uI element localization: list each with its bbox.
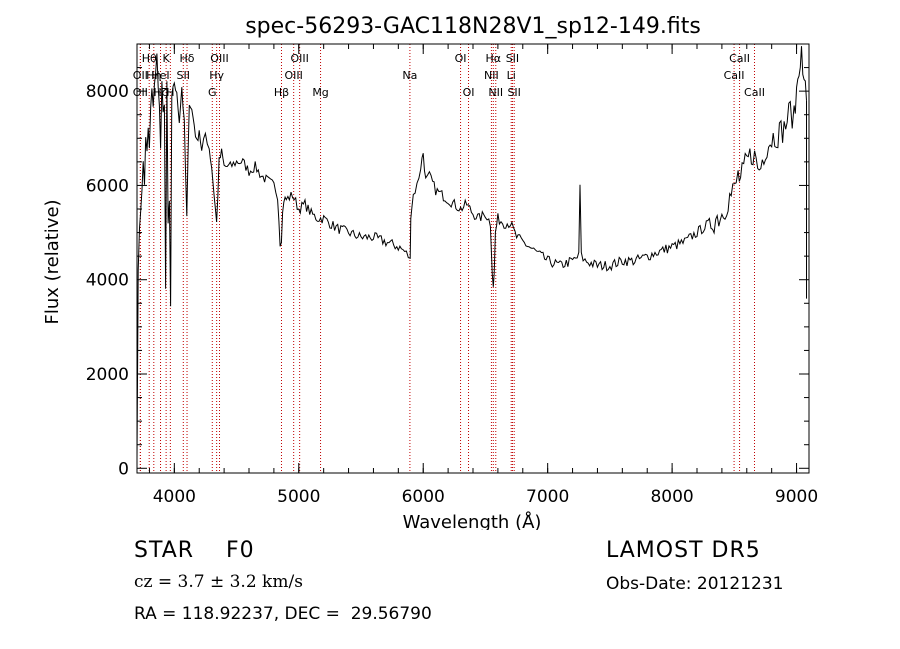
line-label: Hδ [180, 52, 195, 65]
line-label: Na [402, 69, 417, 82]
y-tick-label: 0 [118, 459, 129, 479]
x-tick-label: 7000 [526, 487, 569, 507]
spectrum-series [136, 46, 808, 459]
y-axis-label: Flux (relative) [42, 199, 63, 324]
object-type-label: STAR F0 [134, 538, 255, 563]
line-label: NII [488, 86, 503, 99]
redshift-label: cz = 3.7 ± 3.2 km/s [134, 572, 303, 592]
line-label: OIII [210, 52, 228, 65]
survey-label: LAMOST DR5 [606, 538, 761, 563]
line-label: K [163, 52, 171, 65]
spectrum-chart: spec-56293-GAC118N28V1_sp12-149.fits Hθ O… [42, 14, 818, 530]
line-label: OII [133, 86, 148, 99]
line-label: OIII [284, 69, 302, 82]
x-axis: 4000 5000 6000 7000 8000 9000 [148, 44, 818, 507]
x-tick-label: 6000 [402, 487, 445, 507]
line-label: OI [455, 52, 467, 65]
line-label: OI [463, 86, 475, 99]
y-axis: 0 2000 4000 6000 8000 [86, 67, 809, 479]
line-label: SII [506, 52, 519, 65]
line-label: Hα [486, 52, 502, 65]
x-axis-label: Wavelength (Å) [403, 511, 542, 530]
line-label: CaII [724, 69, 745, 82]
x-tick-label: 8000 [650, 487, 693, 507]
spectral-line-markers [139, 44, 755, 473]
spectrum-line [136, 46, 807, 459]
y-tick-label: 2000 [86, 365, 129, 385]
line-label: Hβ [274, 86, 289, 99]
chart-title: spec-56293-GAC118N28V1_sp12-149.fits [245, 14, 701, 39]
line-label: Hζ [153, 86, 167, 99]
line-label: Hθ [142, 52, 157, 65]
line-label: OIII [290, 52, 308, 65]
line-label: SII [177, 69, 190, 82]
line-label: CaII [744, 86, 765, 99]
line-label: Li [507, 69, 516, 82]
plot-frame [136, 43, 810, 474]
line-label: G [208, 86, 217, 99]
line-label: Mg [312, 86, 328, 99]
x-tick-label: 5000 [277, 487, 320, 507]
line-label: CaII [729, 52, 750, 65]
y-tick-label: 6000 [86, 176, 129, 196]
x-tick-label: 9000 [775, 487, 818, 507]
line-label: Hγ [209, 69, 224, 82]
line-label: NII [484, 69, 499, 82]
y-tick-label: 4000 [86, 271, 129, 291]
x-tick-label: 4000 [153, 487, 196, 507]
line-label: HeI [151, 69, 169, 82]
observation-date-label: Obs-Date: 20121231 [606, 574, 784, 594]
y-tick-label: 8000 [86, 82, 129, 102]
coordinates-label: RA = 118.92237, DEC = 29.56790 [134, 604, 432, 624]
line-label: H [166, 86, 174, 99]
line-label: SII [507, 86, 520, 99]
